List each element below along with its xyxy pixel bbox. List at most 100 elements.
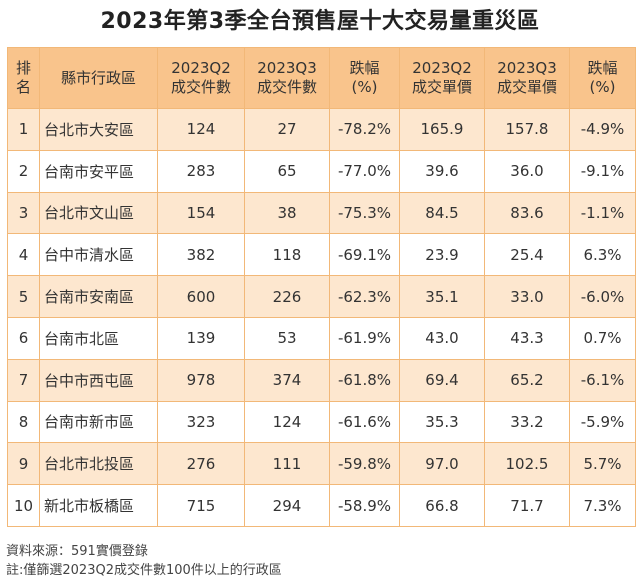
cell-district: 台北市北投區 (39, 442, 158, 486)
header-label: 成交件數 (170, 78, 231, 96)
table-row: 9 台北市北投區 276 111 -59.8% 97.0 102.5 5.7% (7, 442, 636, 486)
cell-count-change: -75.3% (329, 191, 400, 235)
column-header-q3-price: 2023Q3 成交單價 (484, 47, 570, 109)
cell-q2-price: 69.4 (399, 358, 485, 402)
cell-q3-price: 83.6 (484, 191, 570, 235)
header-label: (%) (589, 78, 616, 96)
cell-q2-price: 165.9 (399, 108, 485, 151)
cell-q2-count: 154 (157, 191, 245, 235)
cell-q3-price: 71.7 (484, 484, 570, 527)
cell-q2-count: 276 (157, 442, 245, 486)
column-header-q3-count: 2023Q3 成交件數 (244, 47, 330, 109)
footer: 資料來源：591實價登錄 註:僅篩選2023Q2成交件數100件以上的行政區 (6, 542, 282, 580)
cell-q2-price: 97.0 (399, 442, 485, 486)
cell-q3-price: 65.2 (484, 358, 570, 402)
table-row: 3 台北市文山區 154 38 -75.3% 84.5 83.6 -1.1% (7, 191, 636, 235)
cell-district: 台南市安南區 (39, 275, 158, 318)
cell-q3-count: 65 (244, 149, 330, 193)
cell-rank: 6 (7, 316, 40, 360)
cell-q2-count: 124 (157, 108, 245, 151)
cell-count-change: -61.9% (329, 316, 400, 360)
header-label: (%) (351, 78, 378, 96)
cell-rank: 3 (7, 191, 40, 235)
header-label: 2023Q2 (412, 59, 472, 77)
cell-q3-price: 102.5 (484, 442, 570, 486)
cell-price-change: 5.7% (569, 442, 636, 486)
cell-rank: 10 (7, 484, 40, 527)
column-header-rank: 排名 (7, 47, 40, 109)
header-label: 成交單價 (411, 78, 472, 96)
cell-q3-price: 36.0 (484, 149, 570, 193)
cell-q3-price: 25.4 (484, 233, 570, 277)
cell-price-change: -5.9% (569, 400, 636, 444)
table-title: 2023年第3季全台預售屋十大交易量重災區 (100, 9, 540, 34)
table-row: 1 台北市大安區 124 27 -78.2% 165.9 157.8 -4.9% (7, 108, 636, 151)
table-row: 6 台南市北區 139 53 -61.9% 43.0 43.3 0.7% (7, 316, 636, 360)
cell-q3-count: 124 (244, 400, 330, 444)
cell-q3-count: 38 (244, 191, 330, 235)
header-label: 2023Q3 (497, 59, 557, 77)
cell-q3-count: 111 (244, 442, 330, 486)
filter-note: 註:僅篩選2023Q2成交件數100件以上的行政區 (6, 563, 282, 578)
cell-q2-count: 283 (157, 149, 245, 193)
cell-rank: 4 (7, 233, 40, 277)
cell-q3-count: 294 (244, 484, 330, 527)
cell-district: 台北市大安區 (39, 108, 158, 151)
header-label: 排 (15, 59, 31, 77)
cell-q3-count: 226 (244, 275, 330, 318)
cell-count-change: -78.2% (329, 108, 400, 151)
cell-district: 台北市文山區 (39, 191, 158, 235)
cell-q3-price: 33.2 (484, 400, 570, 444)
column-header-q2-count: 2023Q2 成交件數 (157, 47, 245, 109)
cell-district: 台南市安平區 (39, 149, 158, 193)
cell-count-change: -61.8% (329, 358, 400, 402)
column-header-count-change: 跌幅 (%) (329, 47, 400, 109)
cell-q2-price: 35.3 (399, 400, 485, 444)
cell-q3-price: 33.0 (484, 275, 570, 318)
header-label: 縣市行政區 (60, 68, 136, 87)
cell-district: 新北市板橋區 (39, 484, 158, 527)
cell-q3-count: 27 (244, 108, 330, 151)
column-header-district: 縣市行政區 (39, 47, 158, 109)
table-row: 4 台中市清水區 382 118 -69.1% 23.9 25.4 6.3% (7, 233, 636, 277)
cell-rank: 5 (7, 275, 40, 318)
cell-price-change: 0.7% (569, 316, 636, 360)
cell-rank: 7 (7, 358, 40, 402)
cell-q3-count: 374 (244, 358, 330, 402)
cell-count-change: -58.9% (329, 484, 400, 527)
data-table: 排名縣市行政區 2023Q2 成交件數 2023Q3 成交件數 跌幅 (%) 2023Q2 成交… (7, 47, 636, 527)
cell-count-change: -61.6% (329, 400, 400, 444)
cell-district: 台南市新市區 (39, 400, 158, 444)
cell-price-change: -6.0% (569, 275, 636, 318)
cell-price-change: -9.1% (569, 149, 636, 193)
cell-q2-count: 978 (157, 358, 245, 402)
cell-rank: 9 (7, 442, 40, 486)
cell-q2-price: 23.9 (399, 233, 485, 277)
cell-district: 台中市清水區 (39, 233, 158, 277)
cell-q2-price: 84.5 (399, 191, 485, 235)
cell-q2-count: 139 (157, 316, 245, 360)
cell-count-change: -62.3% (329, 275, 400, 318)
header-label: 2023Q2 (171, 59, 231, 77)
table-row: 2 台南市安平區 283 65 -77.0% 39.6 36.0 -9.1% (7, 149, 636, 193)
cell-q2-count: 382 (157, 233, 245, 277)
header-row: 排名縣市行政區 2023Q2 成交件數 2023Q3 成交件數 跌幅 (%) 2023Q2 成交… (7, 47, 636, 109)
cell-q2-price: 35.1 (399, 275, 485, 318)
cell-q3-count: 53 (244, 316, 330, 360)
header-label: 名 (15, 78, 31, 96)
table-row: 7 台中市西屯區 978 374 -61.8% 69.4 65.2 -6.1% (7, 358, 636, 402)
header-label: 跌幅 (587, 59, 618, 77)
cell-q3-price: 43.3 (484, 316, 570, 360)
cell-price-change: -6.1% (569, 358, 636, 402)
cell-district: 台南市北區 (39, 316, 158, 360)
cell-q3-price: 157.8 (484, 108, 570, 151)
column-header-price-change: 跌幅 (%) (569, 47, 636, 109)
cell-district: 台中市西屯區 (39, 358, 158, 402)
cell-price-change: 6.3% (569, 233, 636, 277)
cell-rank: 8 (7, 400, 40, 444)
cell-count-change: -69.1% (329, 233, 400, 277)
cell-rank: 2 (7, 149, 40, 193)
table-row: 8 台南市新市區 323 124 -61.6% 35.3 33.2 -5.9% (7, 400, 636, 444)
column-header-q2-price: 2023Q2 成交單價 (399, 47, 485, 109)
cell-q3-count: 118 (244, 233, 330, 277)
